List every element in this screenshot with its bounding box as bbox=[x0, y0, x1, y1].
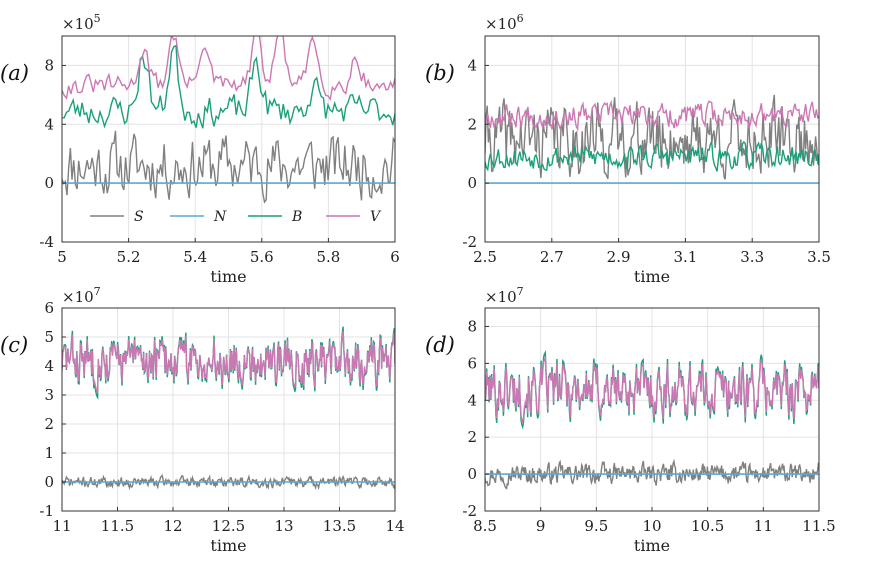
legend-label-N: N bbox=[213, 209, 227, 225]
series-line-V bbox=[485, 355, 819, 425]
panel-label: (a) bbox=[0, 61, 29, 85]
y-tick-label: 6 bbox=[467, 354, 477, 372]
series-line-S bbox=[62, 473, 395, 491]
legend-label-S: S bbox=[134, 209, 144, 225]
x-tick-label: 6 bbox=[390, 248, 400, 266]
x-tick-label: 2.9 bbox=[607, 248, 631, 266]
axes-frame bbox=[61, 35, 396, 243]
x-tick-label: 11 bbox=[754, 517, 773, 535]
y-tick-label: 0 bbox=[44, 473, 54, 491]
x-tick-label: 3.3 bbox=[740, 248, 764, 266]
series-line-S bbox=[485, 458, 819, 490]
y-tick-label: 4 bbox=[44, 115, 54, 133]
series-line-B bbox=[62, 44, 395, 129]
chart-panel-1: 2.5 2.7 2.9 3.1 3.3 3.5 -2 0 2 4 time ×106 (b) bbox=[425, 12, 831, 286]
x-tick-label: 3.1 bbox=[673, 248, 697, 266]
axis-multiplier: ×105 bbox=[62, 12, 101, 33]
panel-label: (d) bbox=[425, 333, 455, 357]
x-tick-label: 8.5 bbox=[473, 517, 497, 535]
x-tick-label: 9.5 bbox=[584, 517, 608, 535]
x-tick-label: 10 bbox=[642, 517, 661, 535]
y-tick-label: 4 bbox=[44, 357, 54, 375]
y-tick-label: -1 bbox=[39, 502, 54, 520]
y-tick-label: 6 bbox=[44, 299, 54, 317]
x-tick-label: 12 bbox=[163, 517, 182, 535]
x-tick-label: 5.4 bbox=[183, 248, 207, 266]
y-tick-label: 1 bbox=[44, 444, 54, 462]
y-tick-label: 5 bbox=[44, 328, 54, 346]
x-tick-label: 2.5 bbox=[473, 248, 497, 266]
y-tick-label: 2 bbox=[467, 115, 477, 133]
axes-frame bbox=[484, 35, 820, 243]
series-line-S bbox=[485, 94, 819, 180]
x-tick-label: 14 bbox=[385, 517, 404, 535]
x-axis-label: time bbox=[210, 536, 246, 555]
x-axis-label: time bbox=[210, 267, 246, 286]
y-tick-label: 8 bbox=[44, 56, 54, 74]
series-line-B bbox=[485, 140, 819, 172]
x-tick-label: 11 bbox=[52, 517, 71, 535]
y-tick-label: -2 bbox=[462, 233, 477, 251]
y-tick-label: 2 bbox=[467, 428, 477, 446]
axis-multiplier: ×107 bbox=[62, 285, 101, 306]
chart-panel-0: 5 5.2 5.4 5.6 5.8 6 -4 0 4 8 time ×105 (a) S N B V bbox=[0, 12, 400, 286]
chart-panel-3: 8.5 9 9.5 10 10.5 11 11.5 -2 0 2 4 6 8 time ×107 (d) bbox=[425, 285, 836, 555]
x-tick-label: 5 bbox=[57, 248, 67, 266]
x-tick-label: 2.7 bbox=[540, 248, 564, 266]
x-tick-label: 13.5 bbox=[323, 517, 356, 535]
y-tick-label: 3 bbox=[44, 386, 54, 404]
series-line-S bbox=[62, 130, 395, 204]
x-tick-label: 5.2 bbox=[117, 248, 141, 266]
series-line-V bbox=[62, 36, 395, 102]
x-tick-label: 11.5 bbox=[802, 517, 835, 535]
panel-label: (c) bbox=[0, 333, 28, 357]
x-tick-label: 13 bbox=[274, 517, 293, 535]
x-tick-label: 5.6 bbox=[250, 248, 274, 266]
y-tick-label: 4 bbox=[467, 56, 477, 74]
x-tick-label: 12.5 bbox=[212, 517, 245, 535]
y-tick-label: 8 bbox=[467, 317, 477, 335]
axis-multiplier: ×106 bbox=[485, 12, 524, 33]
y-tick-label: -4 bbox=[39, 233, 54, 251]
x-tick-label: 9 bbox=[536, 517, 546, 535]
axis-multiplier: ×107 bbox=[485, 285, 524, 306]
x-tick-label: 5.8 bbox=[316, 248, 340, 266]
y-tick-label: 0 bbox=[467, 465, 477, 483]
y-tick-label: -2 bbox=[462, 502, 477, 520]
x-tick-label: 3.5 bbox=[807, 248, 831, 266]
x-axis-label: time bbox=[634, 267, 670, 286]
y-tick-label: 0 bbox=[44, 174, 54, 192]
series-line-V bbox=[62, 330, 395, 395]
legend-label-V: V bbox=[370, 209, 382, 225]
x-tick-label: 10.5 bbox=[691, 517, 724, 535]
series-line-V bbox=[485, 99, 819, 132]
x-tick-label: 11.5 bbox=[101, 517, 134, 535]
legend-label-B: B bbox=[291, 209, 302, 225]
y-tick-label: 2 bbox=[44, 415, 54, 433]
y-tick-label: 0 bbox=[467, 174, 477, 192]
x-axis-label: time bbox=[634, 536, 670, 555]
y-tick-label: 4 bbox=[467, 391, 477, 409]
panel-label: (b) bbox=[425, 61, 455, 85]
